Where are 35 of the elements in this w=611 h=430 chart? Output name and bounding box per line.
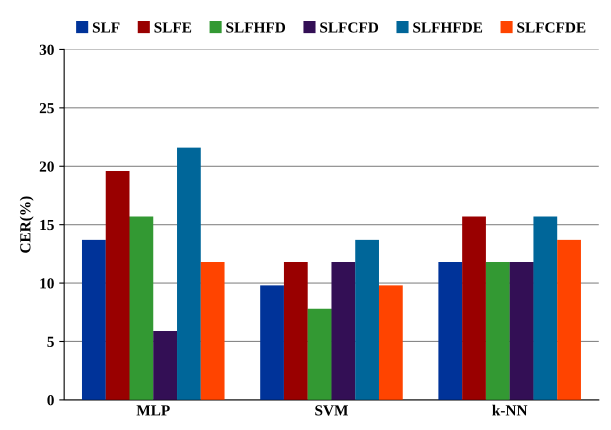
- bar: [510, 262, 534, 400]
- bar: [308, 308, 332, 400]
- bar: [331, 262, 356, 400]
- bar: [200, 262, 225, 400]
- bar: [82, 240, 106, 400]
- bar: [533, 216, 558, 400]
- y-tick-label: 10: [40, 278, 54, 289]
- bar: [106, 170, 130, 400]
- legend-label: SLFHFDE: [413, 22, 482, 33]
- y-tick-label: 5: [47, 336, 54, 347]
- bar: [355, 240, 379, 400]
- legend-label: SLFCFD: [320, 22, 378, 33]
- bar: [557, 240, 581, 400]
- x-tick-label: MLP: [136, 405, 170, 416]
- bar: [438, 262, 462, 400]
- y-axis-title: CER(%): [20, 196, 34, 253]
- bar: [378, 285, 403, 400]
- bar: [462, 216, 486, 400]
- y-tick-label: 30: [40, 44, 54, 55]
- x-tick-label: SVM: [315, 405, 348, 416]
- bar: [260, 285, 284, 400]
- y-tick-label: 25: [40, 103, 54, 114]
- bar: [284, 262, 308, 400]
- legend-label: SLFHFD: [226, 22, 286, 33]
- legend-label: SLFE: [154, 22, 192, 33]
- y-tick-label: 15: [40, 220, 54, 230]
- bar: [130, 216, 154, 400]
- y-tick-label: 0: [47, 395, 54, 406]
- bar: [177, 148, 201, 400]
- bar: [486, 262, 510, 400]
- legend-label: SLF: [92, 22, 120, 33]
- x-tick-label: k-NN: [492, 404, 528, 416]
- y-tick-label: 20: [40, 161, 54, 172]
- legend-label: SLFCFDE: [517, 22, 586, 33]
- bar: [153, 330, 178, 400]
